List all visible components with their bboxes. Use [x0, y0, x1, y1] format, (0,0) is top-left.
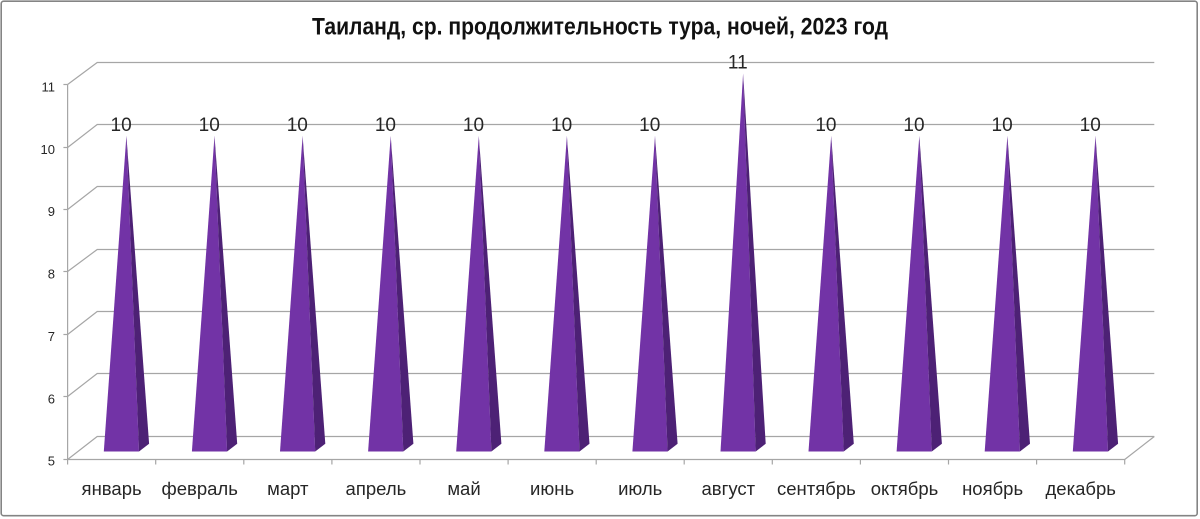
svg-text:10: 10 [199, 115, 220, 136]
svg-text:10: 10 [992, 115, 1013, 136]
svg-text:январь: январь [82, 478, 142, 499]
svg-text:11: 11 [728, 52, 748, 73]
svg-text:10: 10 [1080, 115, 1101, 136]
svg-text:июль: июль [618, 478, 662, 499]
svg-text:февраль: февраль [162, 478, 238, 499]
svg-text:10: 10 [551, 115, 572, 136]
svg-text:10: 10 [287, 115, 308, 136]
svg-text:10: 10 [639, 115, 660, 136]
svg-text:10: 10 [375, 115, 396, 136]
svg-text:10: 10 [111, 115, 132, 136]
svg-text:5: 5 [48, 454, 55, 469]
svg-text:10: 10 [815, 115, 836, 136]
svg-text:сентябрь: сентябрь [777, 478, 856, 499]
svg-text:6: 6 [48, 391, 55, 406]
svg-text:7: 7 [48, 329, 55, 344]
svg-text:апрель: апрель [346, 478, 407, 499]
svg-text:10: 10 [41, 142, 55, 157]
svg-text:ноябрь: ноябрь [962, 478, 1023, 499]
svg-text:март: март [267, 478, 309, 499]
svg-text:10: 10 [903, 115, 924, 136]
svg-text:декабрь: декабрь [1045, 478, 1115, 499]
svg-text:июнь: июнь [530, 478, 574, 499]
svg-text:октябрь: октябрь [871, 478, 939, 499]
svg-text:Таиланд, ср. продолжительность: Таиланд, ср. продолжительность тура, ноч… [312, 14, 888, 41]
svg-text:9: 9 [48, 204, 55, 219]
svg-text:8: 8 [48, 267, 55, 282]
svg-text:август: август [701, 478, 755, 499]
svg-text:май: май [447, 478, 480, 499]
svg-text:10: 10 [463, 115, 484, 136]
svg-text:11: 11 [42, 79, 56, 94]
